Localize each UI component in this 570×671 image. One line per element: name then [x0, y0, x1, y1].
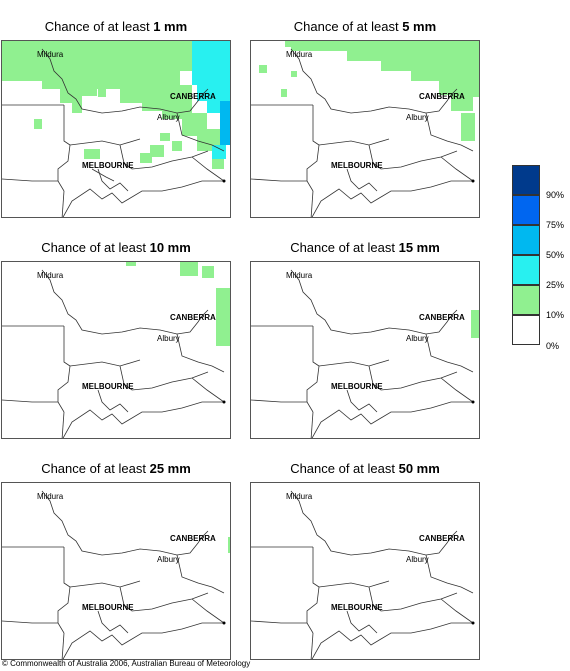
map-graphic	[2, 41, 230, 217]
panel-title: Chance of at least 1 mm	[44, 19, 188, 34]
panel-title: Chance of at least 10 mm	[41, 240, 191, 255]
panel-title: Chance of at least 15 mm	[290, 240, 440, 255]
place-label: Albury	[406, 113, 429, 122]
place-label: Mildura	[37, 271, 64, 280]
city-label: CANBERRA	[419, 92, 465, 101]
legend-label: 50%	[546, 250, 565, 260]
legend-label: 10%	[546, 310, 565, 320]
rainfall-map: Mildura CANBERRA Albury MELBOURNE	[250, 482, 480, 660]
city-label: MELBOURNE	[331, 603, 383, 612]
panel-title: Chance of at least 25 mm	[41, 461, 191, 476]
legend-label: 25%	[546, 280, 565, 290]
rainfall-map: Mildura CANBERRA Albury MELBOURNE	[250, 261, 480, 439]
place-label: Albury	[157, 555, 180, 564]
rainfall-map: Mildura CANBERRA Albury MELBOURNE	[1, 261, 231, 439]
rainfall-map: Mildura CANBERRA Albury MELBOURNE	[250, 40, 480, 218]
shade-10-25	[285, 41, 479, 111]
legend-label: 90%	[546, 190, 565, 200]
legend-label: 75%	[546, 220, 565, 230]
city-label: CANBERRA	[170, 534, 216, 543]
rainfall-map: Mildura CANBERRA Albury MELBOURNE	[1, 482, 231, 660]
place-label: Mildura	[37, 50, 64, 59]
city-label: MELBOURNE	[82, 161, 134, 170]
shade-10-25	[2, 41, 224, 169]
rainfall-map: Mildura CANBERRA Albury MELBOURNE	[1, 40, 231, 218]
panel-title: Chance of at least 50 mm	[290, 461, 440, 476]
legend-swatch	[512, 255, 540, 285]
place-label: Mildura	[286, 492, 313, 501]
map-graphic	[251, 490, 475, 659]
place-label: Albury	[406, 555, 429, 564]
legend-swatch	[512, 285, 540, 315]
city-label: CANBERRA	[170, 313, 216, 322]
city-label: CANBERRA	[419, 313, 465, 322]
legend-swatch	[512, 195, 540, 225]
city-label: MELBOURNE	[82, 382, 134, 391]
map-graphic	[251, 269, 479, 438]
city-label: MELBOURNE	[82, 603, 134, 612]
copyright-footer: © Commonwealth of Australia 2006, Austra…	[2, 659, 251, 668]
legend-label: 0%	[546, 341, 560, 351]
legend-swatch	[512, 225, 540, 255]
map-graphic	[2, 490, 230, 659]
legend-swatch	[512, 315, 540, 345]
place-label: Mildura	[37, 492, 64, 501]
map-graphic	[251, 41, 479, 217]
place-label: Mildura	[286, 50, 313, 59]
legend-swatch	[512, 165, 540, 195]
city-label: CANBERRA	[170, 92, 216, 101]
city-label: MELBOURNE	[331, 161, 383, 170]
place-label: Mildura	[286, 271, 313, 280]
panel-title: Chance of at least 5 mm	[293, 19, 437, 34]
place-label: Albury	[406, 334, 429, 343]
city-label: MELBOURNE	[331, 382, 383, 391]
place-label: Albury	[157, 113, 180, 122]
city-label: CANBERRA	[419, 534, 465, 543]
place-label: Albury	[157, 334, 180, 343]
map-graphic	[2, 262, 230, 438]
